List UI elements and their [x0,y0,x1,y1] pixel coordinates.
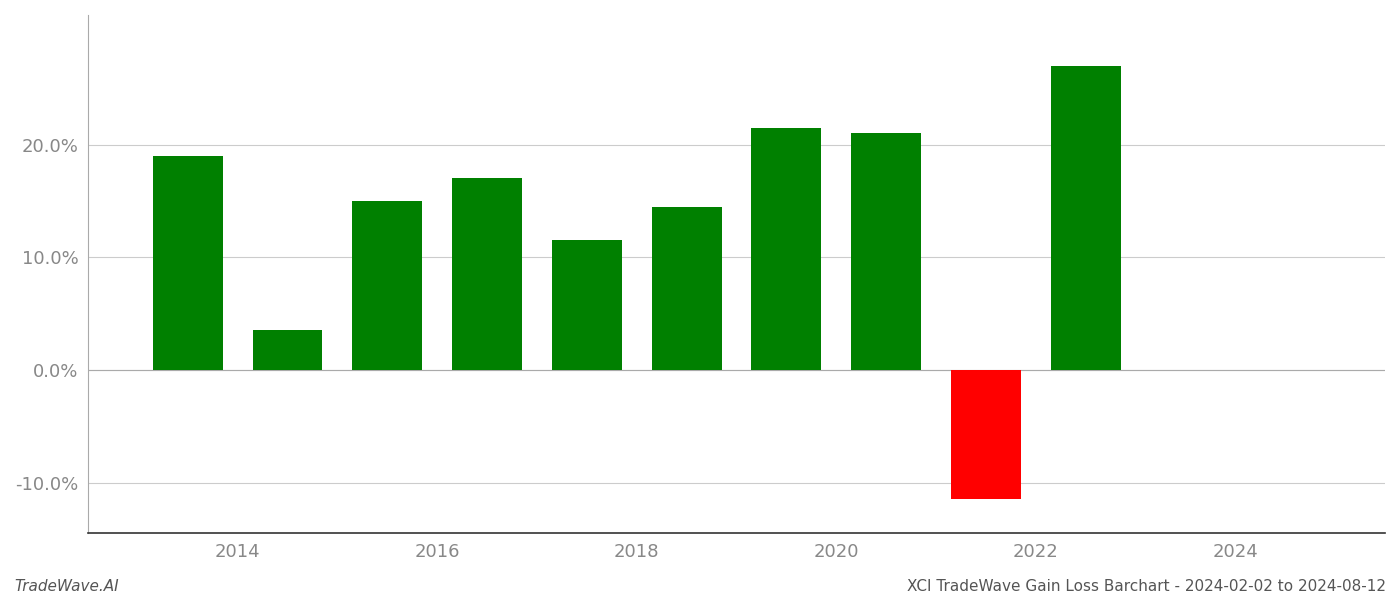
Bar [1051,66,1120,370]
Bar [851,133,921,370]
Bar [252,331,322,370]
Text: XCI TradeWave Gain Loss Barchart - 2024-02-02 to 2024-08-12: XCI TradeWave Gain Loss Barchart - 2024-… [907,579,1386,594]
Bar [951,370,1021,499]
Bar [651,206,721,370]
Bar [153,156,223,370]
Bar [752,128,822,370]
Bar [353,201,423,370]
Bar [552,241,622,370]
Bar [452,178,522,370]
Text: TradeWave.AI: TradeWave.AI [14,579,119,594]
